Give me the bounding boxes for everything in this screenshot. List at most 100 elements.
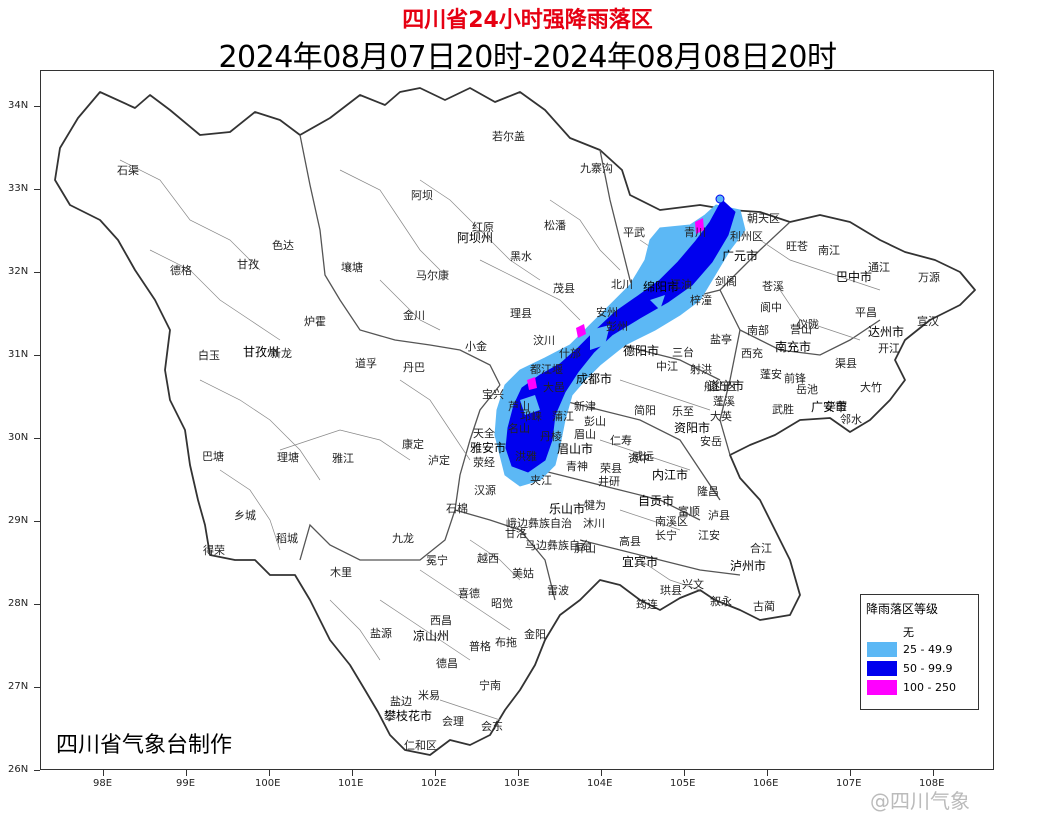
place-label: 眉山市 [557, 441, 593, 456]
lat-label: 28N [8, 598, 29, 609]
lat-label: 26N [8, 764, 29, 775]
place-label: 会理 [442, 715, 464, 728]
place-label: 雷波 [547, 584, 569, 597]
place-label: 长宁 [655, 528, 677, 542]
place-label: 珙县 [660, 583, 682, 597]
lon-label: 103E [504, 778, 530, 789]
lon-label: 102E [421, 778, 447, 789]
place-label: 开江 [878, 342, 900, 355]
place-label: 丹巴 [403, 361, 425, 374]
place-label: 白玉 [198, 348, 220, 362]
place-label: 美姑 [512, 567, 534, 580]
place-label: 巴塘 [202, 449, 224, 463]
place-label: 炉霍 [304, 315, 326, 328]
place-label: 前锋 [784, 371, 806, 385]
place-label: 广安市 [811, 399, 847, 414]
place-label: 安岳 [700, 434, 722, 448]
place-label: 新龙 [270, 346, 292, 360]
place-labels: 石渠 德格 甘孜 色达 白玉 甘孜州 新龙 炉霍 壤塘 阿坝 红原 阿坝州 若尔… [117, 129, 940, 752]
place-label: 名山 [508, 421, 530, 435]
place-label: 自贡市 [638, 493, 674, 508]
place-label: 乡城 [234, 509, 256, 522]
lon-label: 106E [753, 778, 779, 789]
place-label: 射洪 [690, 362, 712, 376]
place-label: 资阳市 [674, 420, 710, 435]
place-label: 芦山 [508, 400, 530, 413]
place-label: 蒲江 [552, 409, 574, 423]
county-boundaries [119, 159, 881, 721]
legend-title: 降雨落区等级 [866, 602, 939, 616]
place-label: 营山 [790, 322, 812, 336]
lat-label: 32N [8, 266, 29, 277]
place-label: 新津 [574, 399, 596, 413]
place-label: 昭觉 [491, 597, 513, 610]
place-label: 万源 [918, 270, 940, 284]
place-label: 简阳 [634, 403, 656, 417]
place-label: 阆中 [760, 300, 782, 314]
place-label: 中江 [656, 360, 678, 373]
credit-text: 四川省气象台制作 [56, 733, 233, 758]
place-label: 巴中市 [836, 269, 872, 284]
place-label: 雅安市 [470, 440, 506, 455]
lon-label: 100E [255, 778, 281, 789]
place-label: 甘孜 [237, 257, 259, 271]
place-label: 叙永 [710, 594, 732, 608]
place-label: 彭山 [584, 414, 606, 428]
rain-zone-50-99 [505, 199, 736, 473]
place-label: 古蔺 [753, 600, 775, 613]
place-label: 越西 [477, 551, 499, 565]
place-label: 北川 [611, 278, 633, 291]
place-label: 合江 [750, 541, 772, 555]
place-label: 大英 [710, 409, 732, 423]
lon-label: 98E [93, 778, 113, 789]
place-label: 内江市 [652, 467, 688, 482]
place-label: 大竹 [860, 380, 882, 394]
place-label: 洪雅 [515, 449, 537, 463]
legend-swatch [867, 623, 897, 638]
place-label: 蓬安 [760, 367, 782, 381]
place-label: 德格 [170, 263, 192, 277]
place-label: 盐源 [370, 626, 392, 640]
rain-zone-100-250-b [576, 324, 586, 338]
place-label: 黑水 [510, 250, 532, 263]
place-label: 沐川 [583, 517, 605, 530]
place-label: 仁寿 [610, 433, 632, 447]
place-label: 宝兴 [482, 387, 504, 401]
place-label: 阿坝州 [457, 231, 493, 245]
place-label: 稻城 [276, 532, 298, 545]
map-legend: 降雨落区等级 无 25 - 49.9 50 - 99.9 100 - 250 [860, 594, 979, 710]
place-label: 南溪区 [655, 515, 688, 528]
lon-label: 108E [919, 778, 945, 789]
place-label: 邛崃 [520, 410, 542, 423]
place-label: 犍为 [584, 499, 606, 512]
place-label: 三台 [672, 345, 694, 359]
place-label: 邻水 [840, 413, 862, 426]
place-label: 旺苍 [786, 240, 808, 253]
place-label: 金川 [403, 308, 425, 322]
place-label: 九寨沟 [580, 161, 613, 175]
place-label: 平武 [623, 226, 645, 239]
place-label: 泸州市 [730, 558, 766, 573]
watermark: @四川气象 [870, 789, 970, 813]
place-label: 大邑 [543, 380, 565, 394]
place-label: 青神 [566, 459, 588, 473]
legend-label: 100 - 250 [903, 681, 956, 694]
place-label: 汉源 [474, 483, 496, 497]
place-label: 康定 [402, 437, 424, 451]
place-label: 江安 [698, 528, 720, 542]
place-label: 马边彝族自治 [525, 538, 591, 552]
place-label: 广元市 [722, 248, 758, 263]
legend-swatch [867, 642, 897, 657]
map-frame [40, 70, 994, 770]
place-label: 威远 [632, 450, 654, 463]
place-label: 武胜 [772, 402, 794, 416]
place-label: 道孚 [355, 356, 377, 370]
map-title: 四川省24小时强降雨落区 [402, 8, 653, 33]
lon-label: 101E [338, 778, 364, 789]
place-label: 梓潼 [690, 293, 712, 307]
place-label: 泸县 [708, 509, 730, 522]
place-label: 宣汉 [917, 314, 939, 328]
place-label: 攀枝花市 [384, 708, 432, 723]
place-label: 乐山市 [549, 501, 585, 516]
